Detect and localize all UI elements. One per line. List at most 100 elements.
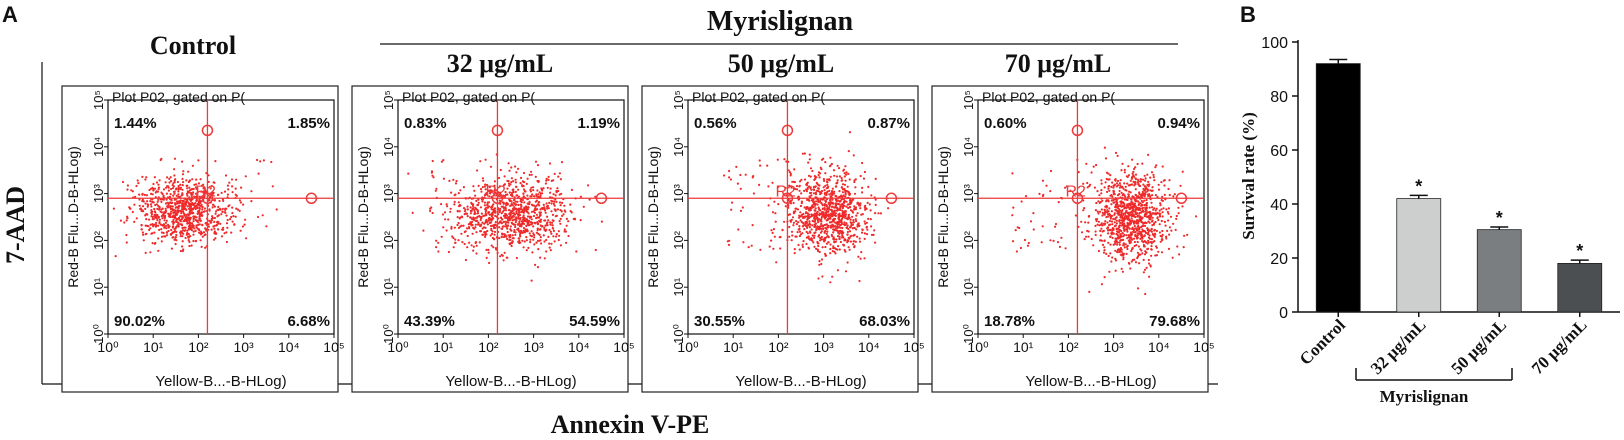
facs-event-dot: [518, 239, 521, 242]
facs-event-dot: [512, 237, 515, 240]
facs-event-dot: [847, 236, 850, 239]
quadrant-lower-left: 43.39%: [404, 313, 455, 330]
facs-event-dot: [1140, 225, 1143, 229]
facs-event-dot: [823, 237, 827, 240]
facs-event-dot: [176, 209, 179, 212]
facs-event-dot: [466, 234, 469, 238]
facs-event-dot: [158, 218, 161, 221]
quadrant-lower-right: 54.59%: [569, 313, 620, 330]
facs-event-dot: [179, 231, 182, 234]
facs-event-dot: [1133, 258, 1136, 261]
facs-event-dot: [197, 223, 200, 226]
facs-event-dot: [186, 229, 189, 232]
facs-event-dot: [1151, 216, 1154, 219]
facs-event-dot: [833, 174, 836, 177]
facs-event-dot: [1054, 225, 1057, 228]
facs-event-dot: [1112, 228, 1115, 231]
facs-event-dot: [1100, 189, 1103, 192]
facs-event-dot: [558, 201, 562, 204]
facs-event-dot: [1083, 238, 1086, 241]
facs-event-dot: [829, 226, 833, 229]
facs-event-dot: [847, 150, 850, 153]
facs-event-dot: [1120, 191, 1123, 194]
facs-event-dot: [151, 223, 154, 226]
facs-event-dot: [863, 220, 866, 223]
facs-event-dot: [257, 172, 260, 175]
facs-event-dot: [500, 222, 503, 225]
facs-event-dot: [1142, 183, 1145, 186]
facs-event-dot: [443, 211, 447, 214]
facs-event-dot: [491, 204, 494, 208]
facs-event-dot: [836, 179, 839, 182]
facs-event-dot: [170, 247, 173, 250]
facs-event-dot: [146, 200, 149, 203]
facs-event-dot: [832, 202, 835, 205]
facs-event-dot: [1027, 241, 1030, 245]
facs-event-dot: [230, 215, 233, 219]
facs-event-dot: [816, 242, 819, 245]
facs-event-dot: [539, 194, 542, 197]
facs-event-dot: [790, 230, 794, 233]
facs-event-dot: [167, 223, 170, 226]
facs-event-dot: [1015, 250, 1019, 253]
facs-event-dot: [1126, 182, 1129, 185]
facs-event-dot: [515, 194, 518, 197]
facs-event-dot: [833, 190, 836, 193]
facs-event-dot: [1123, 224, 1126, 227]
quadrant-lower-right: 68.03%: [859, 313, 910, 330]
facs-event-dot: [818, 190, 822, 193]
facs-event-dot: [784, 186, 787, 190]
facs-event-dot: [848, 131, 852, 134]
facs-event-dot: [805, 183, 808, 186]
facs-event-dot: [833, 238, 836, 241]
facs-event-dot: [210, 221, 213, 224]
facs-event-dot: [169, 212, 172, 215]
facs-event-dot: [1146, 215, 1149, 218]
facs-event-dot: [808, 220, 811, 223]
facs-event-dot: [1121, 270, 1124, 273]
facs-event-dot: [846, 233, 849, 236]
facs-event-dot: [1104, 220, 1107, 223]
facs-event-dot: [468, 227, 471, 230]
facs-event-dot: [179, 235, 182, 238]
facs-event-dot: [169, 207, 172, 211]
facs-event-dot: [155, 190, 158, 193]
facs-event-dot: [187, 207, 191, 210]
facs-event-dot: [484, 183, 487, 186]
facs-event-dot: [1147, 262, 1151, 265]
facs-event-dot: [177, 188, 180, 191]
facs-event-dot: [522, 188, 526, 191]
facs-event-dot: [514, 178, 517, 181]
facs-event-dot: [845, 222, 848, 225]
facs-event-dot: [133, 203, 136, 206]
facs-event-dot: [125, 233, 128, 237]
x-tick-label: 10⁴: [568, 339, 590, 355]
facs-event-dot: [1145, 202, 1148, 205]
facs-event-dot: [464, 258, 467, 262]
facs-event-dot: [201, 223, 204, 226]
facs-event-dot: [498, 226, 501, 229]
facs-event-dot: [567, 234, 570, 238]
facs-event-dot: [1171, 256, 1174, 259]
facs-event-dot: [188, 244, 191, 248]
facs-event-dot: [845, 171, 848, 174]
facs-event-dot: [512, 223, 515, 226]
facs-event-dot: [774, 220, 777, 223]
facs-event-dot: [1110, 231, 1113, 234]
facs-event-dot: [525, 236, 528, 239]
facs-event-dot: [553, 172, 556, 175]
facs-event-dot: [1128, 236, 1132, 239]
facs-event-dot: [810, 194, 813, 197]
facs-event-dot: [540, 242, 543, 245]
facs-event-dot: [517, 167, 520, 170]
facs-event-dot: [874, 203, 877, 206]
facs-event-dot: [502, 207, 505, 210]
facs-event-dot: [838, 230, 841, 233]
facs-event-dot: [1087, 221, 1090, 224]
facs-event-dot: [1016, 226, 1019, 229]
facs-event-dot: [543, 226, 546, 229]
gate-region-label: R2: [195, 183, 216, 200]
facs-event-dot: [233, 223, 236, 226]
facs-event-dot: [1150, 228, 1153, 231]
facs-event-dot: [164, 181, 167, 184]
